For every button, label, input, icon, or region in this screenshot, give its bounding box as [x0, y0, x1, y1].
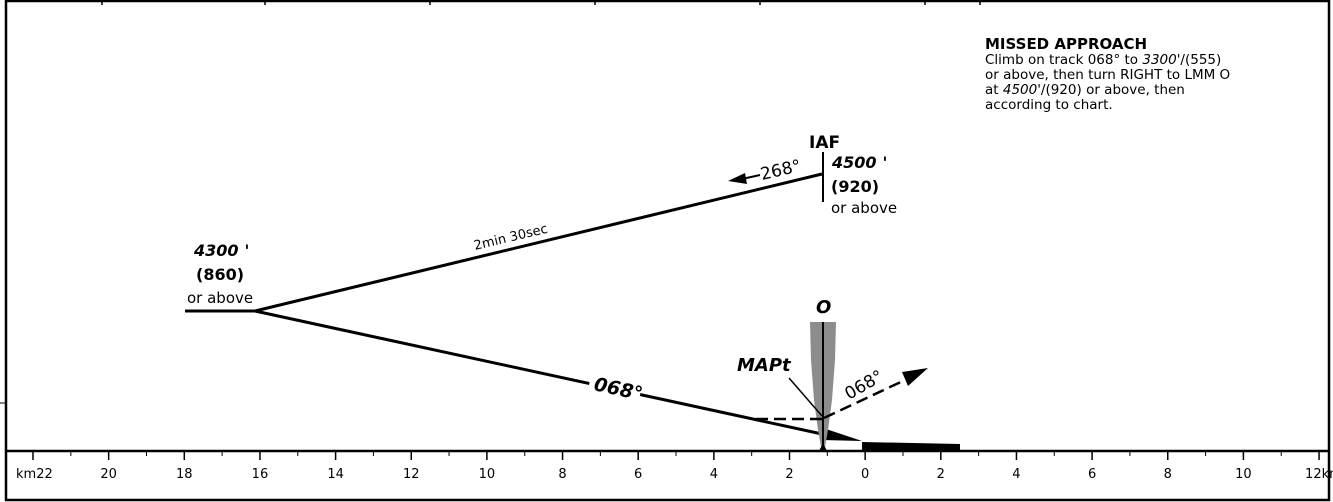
final-approach-leg [254, 309, 823, 436]
left-fix-height: (860) [196, 265, 244, 284]
scale-tick-label: 0 [861, 467, 869, 482]
mapt-label: MAPt [737, 355, 792, 376]
iaf-altitude: 4500 ' [831, 153, 887, 172]
scale-tick-label: 4 [710, 467, 718, 482]
inbound-track-label-bg [587, 364, 645, 402]
iaf-label: IAF [809, 133, 840, 153]
scale-tick-label: 6 [634, 467, 642, 482]
missed-approach-arrowhead [902, 368, 928, 386]
final-approach-arrowhead [820, 427, 862, 441]
missed-approach-dashed-climb [823, 378, 906, 420]
scale-tick-label: 18 [176, 467, 193, 482]
iaf-height: (920) [831, 177, 879, 196]
scale-tick-label: 8 [1164, 467, 1172, 482]
distance-scale-ticks: km222018161412108642024681012km [16, 451, 1333, 482]
scale-tick-label: 20 [100, 467, 117, 482]
scale-tick-label: 10 [1235, 467, 1252, 482]
outbound-leg [254, 172, 823, 313]
scale-tick-label: 12 [403, 467, 420, 482]
track-268-arrowhead [728, 173, 747, 184]
scale-tick-label: 4 [1012, 467, 1020, 482]
chart-frame [4, 0, 1331, 502]
missed-approach-line-3: at 4500'/(920) or above, then [985, 82, 1185, 98]
iaf-or-above: or above [831, 199, 897, 217]
left-fix-or-above: or above [187, 289, 253, 307]
scale-tick-label: 10 [479, 467, 496, 482]
missed-approach-line-4: according to chart. [985, 97, 1113, 113]
missed-approach-line-1: Climb on track 068° to 3300'/(555) [985, 52, 1222, 68]
locator-label: O [816, 297, 831, 318]
mapt-pointer-line [788, 377, 823, 417]
missed-approach-line-2: or above, then turn RIGHT to LMM O [985, 67, 1231, 83]
scale-tick-label: 14 [327, 467, 344, 482]
top-edge-ticks [101, 0, 981, 5]
left-fix-altitude: 4300 ' [193, 241, 249, 260]
locator-position-triangle [819, 443, 827, 451]
scale-tick-label: 2 [785, 467, 793, 482]
scale-tick-label: km22 [16, 467, 53, 482]
scale-tick-label: 6 [1088, 467, 1096, 482]
scale-tick-label: 12km [1305, 467, 1333, 482]
scale-tick-label: 8 [558, 467, 566, 482]
scale-tick-label: 2 [937, 467, 945, 482]
missed-approach-text-block: MISSED APPROACH Climb on track 068° to 3… [985, 37, 1315, 113]
runway-bar [862, 442, 960, 451]
scale-tick-label: 16 [252, 467, 269, 482]
missed-approach-title: MISSED APPROACH [985, 35, 1148, 53]
